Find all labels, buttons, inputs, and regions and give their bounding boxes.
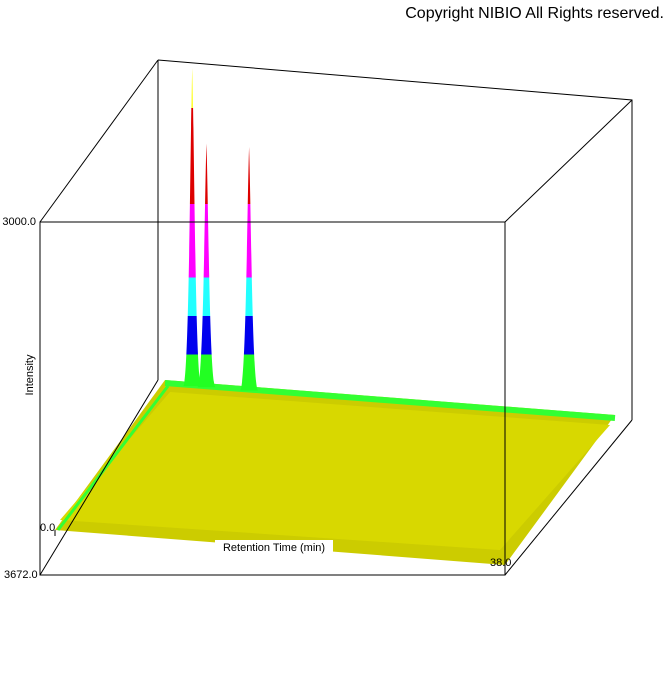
x-tick-label: 0.0 bbox=[40, 522, 55, 534]
peak bbox=[183, 67, 202, 387]
z-axis-label: Intensity bbox=[24, 354, 36, 395]
box-front bbox=[39, 59, 633, 576]
z-tick-label: 3000.0 bbox=[2, 216, 36, 228]
x-axis-label: Retention Time (min) bbox=[223, 542, 325, 554]
box-back bbox=[157, 59, 633, 420]
peaks bbox=[183, 67, 259, 391]
peak bbox=[240, 146, 259, 391]
depth-label: 3672.0 bbox=[4, 569, 38, 581]
peak bbox=[197, 143, 216, 388]
x-label-bg bbox=[215, 540, 333, 555]
front-ridge bbox=[56, 385, 170, 531]
x-tick-label: 38.0 bbox=[490, 557, 511, 569]
floor-surface bbox=[60, 392, 610, 550]
copyright: Copyright NIBIO All Rights reserved. bbox=[405, 5, 664, 22]
baseline-ridge bbox=[164, 380, 616, 421]
